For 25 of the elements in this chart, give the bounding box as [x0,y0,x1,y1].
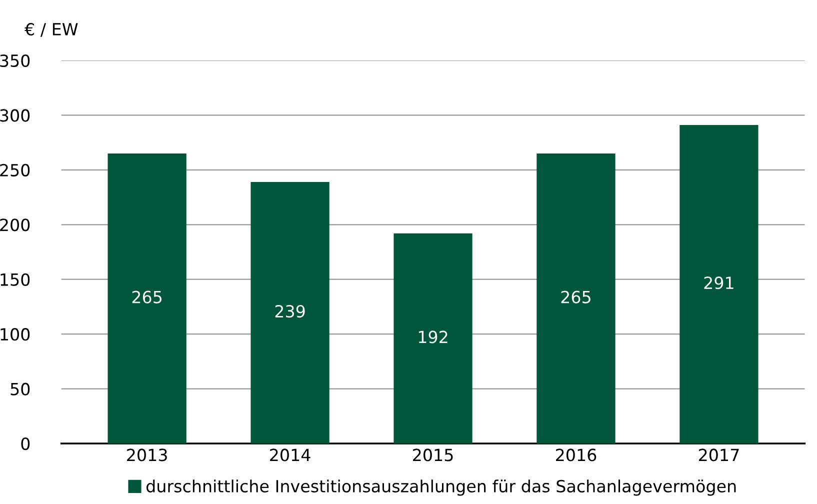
y-tick-label: 100 [0,328,30,341]
x-tick-label: 2014 [270,448,310,462]
y-tick-label: 150 [0,273,30,286]
y-tick-label: 200 [0,218,30,232]
y-tick-label: 350 [0,54,30,68]
y-tick-label: 0 [21,437,30,450]
bar [394,233,472,444]
x-tick-label: 2015 [413,448,453,462]
x-tick-label: 2013 [127,448,167,462]
bar [108,154,186,444]
bar [250,182,330,444]
y-tick-label: 300 [0,109,30,122]
y-tick-label: 50 [10,382,30,396]
data-label: 239 [275,304,305,318]
x-tick-label: 2017 [698,448,739,462]
y-axis-title: € / EW [24,22,78,37]
bar [680,125,758,444]
y-tick-label: 250 [0,164,30,176]
data-label: 265 [561,290,590,304]
legend-label: durschnittliche Investitionsauszahlungen für das Sachanlagevermögen [146,480,736,496]
bar [536,154,616,444]
data-label: 291 [704,276,734,290]
data-label: 192 [418,330,448,344]
data-label: 265 [132,290,162,304]
x-tick-label: 2016 [556,448,596,462]
